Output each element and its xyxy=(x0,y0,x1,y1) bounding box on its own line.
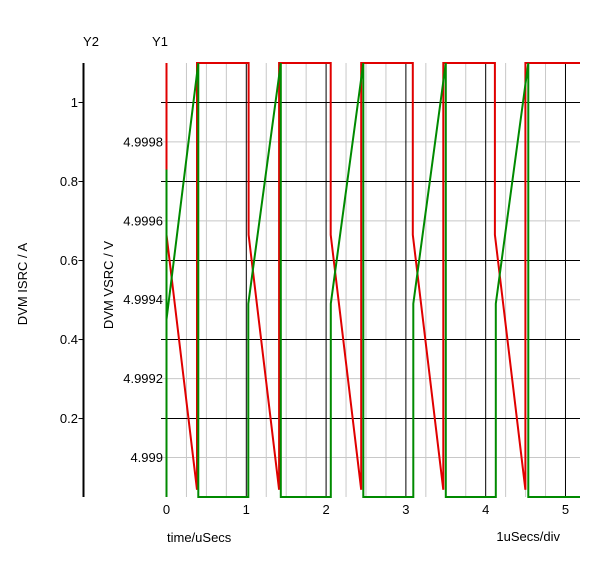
svg-text:0.8: 0.8 xyxy=(60,174,78,189)
svg-text:0.4: 0.4 xyxy=(60,332,78,347)
svg-text:4.9996: 4.9996 xyxy=(123,213,163,228)
svg-text:1: 1 xyxy=(243,502,250,517)
isrc-trace xyxy=(165,62,580,490)
svg-text:4.999: 4.999 xyxy=(130,450,163,465)
y2-axis-name: Y2 xyxy=(83,34,99,49)
svg-text:2: 2 xyxy=(322,502,329,517)
svg-text:5: 5 xyxy=(562,502,569,517)
svg-text:1: 1 xyxy=(71,95,78,110)
svg-text:0: 0 xyxy=(163,502,170,517)
y2-tick-labels: 0.2 0.4 0.6 0.8 1 xyxy=(60,95,78,426)
x-axis-title: time/uSecs xyxy=(167,530,232,545)
y1-gridlines xyxy=(162,141,580,459)
svg-text:4.9992: 4.9992 xyxy=(123,371,163,386)
svg-text:3: 3 xyxy=(402,502,409,517)
y1-axis-name: Y1 xyxy=(152,34,168,49)
major-gridlines xyxy=(161,63,580,497)
y2-axis xyxy=(78,63,85,497)
svg-text:0.6: 0.6 xyxy=(60,253,78,268)
x-axis-scale: 1uSecs/div xyxy=(496,529,560,544)
svg-text:0.2: 0.2 xyxy=(60,411,78,426)
svg-text:4.9998: 4.9998 xyxy=(123,134,163,149)
minor-gridlines xyxy=(185,63,547,497)
y1-tick-labels: 4.999 4.9992 4.9994 4.9996 4.9998 xyxy=(123,134,163,465)
vsrc-trace xyxy=(165,62,580,498)
svg-text:4.9994: 4.9994 xyxy=(123,292,163,307)
svg-text:4: 4 xyxy=(482,502,489,517)
x-tick-labels: 0 1 2 3 4 5 xyxy=(163,502,569,517)
